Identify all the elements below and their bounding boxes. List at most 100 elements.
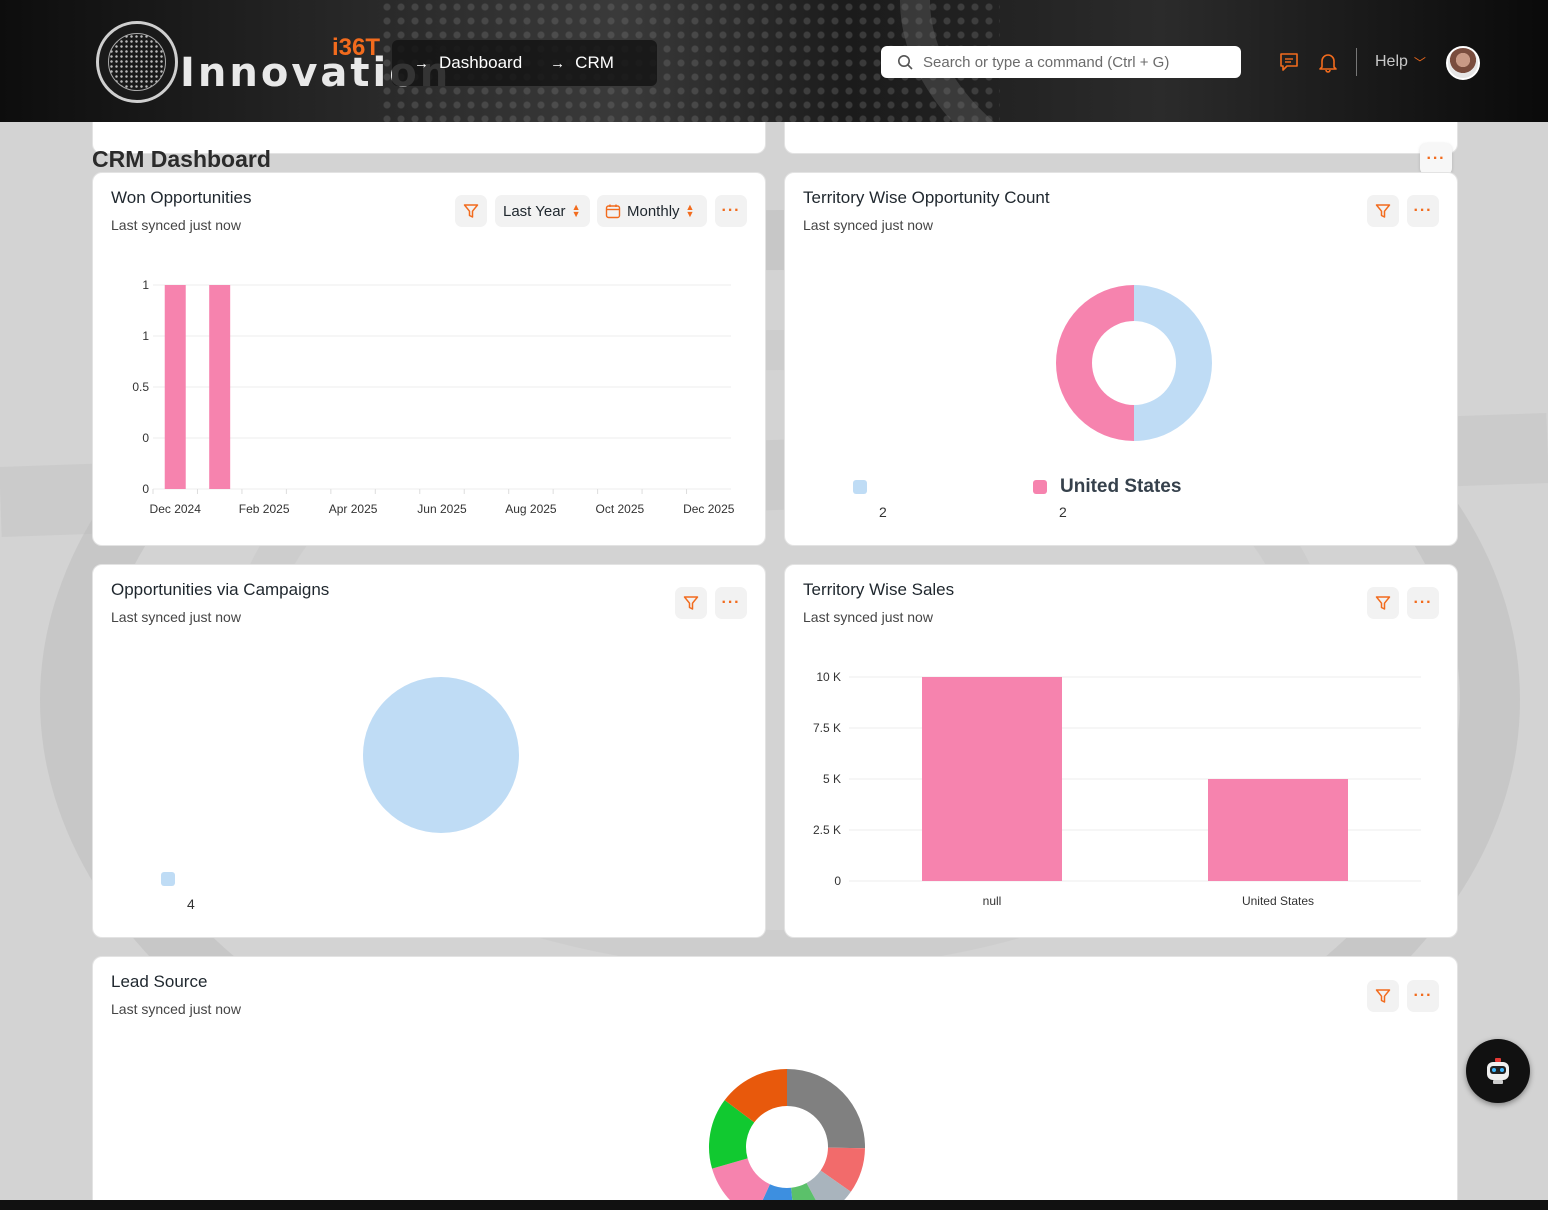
arrow-right-icon: → [414,54,429,72]
breadcrumb-label: CRM [575,53,614,72]
top-navbar: Innovation i36T → Dashboard → CRM Help ﹀ [0,0,1548,122]
help-menu[interactable]: Help ﹀ [1375,53,1426,71]
y-tick-label: 10 K [816,670,841,684]
pie-slice [820,1147,865,1192]
interval-select-label: Monthly [627,202,680,220]
interval-select[interactable]: Monthly ▲ ▼ [597,195,707,227]
more-options-button[interactable]: ··· [1407,195,1439,227]
y-tick-label: 7.5 K [813,721,841,735]
page-title: CRM Dashboard [92,146,271,172]
more-options-button[interactable]: ··· [715,195,747,227]
x-tick-label: Dec 2025 [683,502,735,516]
x-tick-label: Aug 2025 [505,502,557,516]
pie-slice [712,1158,770,1210]
sort-updown-icon: ▲ ▼ [571,202,581,219]
period-select-label: Last Year [503,202,566,220]
y-tick-label: 1 [142,329,149,343]
pie-slice [709,1100,755,1169]
pie-slice [787,1069,865,1149]
breadcrumb-crm[interactable]: → CRM [550,53,614,73]
bell-icon[interactable] [1316,50,1340,74]
card-title: Territory Wise Opportunity Count [803,188,1050,207]
chat-icon[interactable] [1277,50,1301,74]
filter-icon [1375,204,1391,218]
legend-value: 4 [187,896,195,912]
x-tick-label: Apr 2025 [329,502,378,516]
territory-count-card: Territory Wise Opportunity Count Last sy… [784,172,1458,546]
card-subtitle: Last synced just now [803,217,933,233]
bar [922,677,1062,881]
pie-slice [724,1069,787,1123]
card-subtitle: Last synced just now [803,609,933,625]
legend-value: 2 [879,504,887,520]
card-title: Lead Source [111,972,208,991]
y-tick-label: 5 K [823,772,841,786]
y-tick-label: 1 [142,278,149,292]
card-title: Territory Wise Sales [803,580,955,599]
x-tick-label: null [983,894,1002,908]
filter-button[interactable] [455,195,487,227]
card-subtitle: Last synced just now [111,217,241,233]
pie-slice [1134,285,1212,441]
header-divider [1356,48,1357,76]
help-label: Help [1375,53,1408,70]
filter-button[interactable] [1367,980,1399,1012]
avatar[interactable] [1446,46,1480,80]
search-input[interactable] [923,53,1223,71]
won-opportunities-card: Won Opportunities Last synced just now L… [92,172,766,546]
campaigns-pie [363,677,519,833]
y-tick-label: 0.5 [132,380,149,394]
dashboard-more-button[interactable]: ··· [1420,143,1452,175]
logo-seal-icon[interactable] [96,21,178,103]
filter-icon [1375,596,1391,610]
calendar-icon [605,204,621,219]
robot-icon [1487,1058,1509,1084]
bar [209,285,231,489]
legend-swatch [161,872,175,886]
arrow-right-icon: → [550,54,566,72]
legend-label: United States [1060,476,1182,497]
won-opportunities-chart: 0 0 0.5 1 1 Dec 2024 Feb 2025 Apr 2025 Jun 2025 A… [132,278,735,516]
y-tick-label: 2.5 K [813,823,841,837]
x-tick-label: Jun 2025 [417,502,467,516]
y-tick-label: 0 [142,482,149,496]
search-bar[interactable] [881,46,1241,78]
period-select[interactable]: Last Year ▲ ▼ [495,195,590,227]
bar [1208,779,1348,881]
x-tick-label: Oct 2025 [595,502,644,516]
card-title: Opportunities via Campaigns [111,580,330,599]
filter-icon [683,596,699,610]
y-tick-label: 0 [142,431,149,445]
logo-tag: i36T [332,34,381,61]
pie-slice [363,677,519,833]
bottom-strip [0,1200,1548,1210]
legend-value: 2 [1059,504,1067,520]
territory-count-donut [1056,285,1212,441]
more-options-button[interactable]: ··· [715,587,747,619]
search-icon [898,55,913,70]
bar [164,285,186,489]
more-options-button[interactable]: ··· [1407,980,1439,1012]
legend-swatch [1033,480,1047,494]
territory-sales-card: Territory Wise Sales Last synced just no… [784,564,1458,938]
lead-source-donut [709,1069,865,1210]
breadcrumb-dashboard[interactable]: → Dashboard [414,53,522,73]
pie-slice [1056,285,1134,441]
filter-button[interactable] [1367,587,1399,619]
legend-swatch [853,480,867,494]
x-tick-label: Dec 2024 [150,502,202,516]
more-options-button[interactable]: ··· [1407,587,1439,619]
chevron-down-icon: ﹀ [1413,55,1426,70]
territory-sales-chart: 0 2.5 K 5 K 7.5 K 10 K null United States [813,670,1421,908]
filter-button[interactable] [675,587,707,619]
filter-icon [1375,989,1391,1003]
filter-icon [463,204,479,218]
assistant-bot-button[interactable] [1466,1039,1530,1103]
filter-button[interactable] [1367,195,1399,227]
card-subtitle: Last synced just now [111,609,241,625]
card-subtitle: Last synced just now [111,1001,241,1017]
x-tick-label: Feb 2025 [239,502,290,516]
x-tick-label: United States [1242,894,1314,908]
card-title: Won Opportunities [111,188,252,207]
breadcrumb-label: Dashboard [439,53,523,72]
